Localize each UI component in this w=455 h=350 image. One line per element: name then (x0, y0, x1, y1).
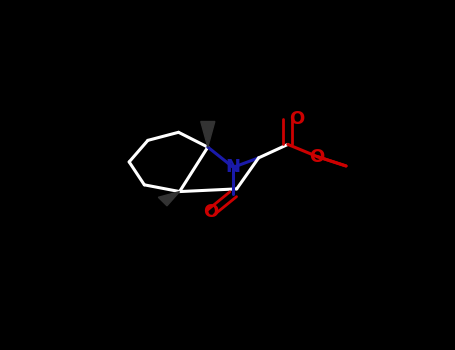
Polygon shape (201, 121, 215, 147)
Text: O: O (203, 203, 218, 221)
Text: O: O (289, 110, 304, 128)
Text: O: O (309, 148, 325, 166)
Text: N: N (226, 158, 241, 176)
Polygon shape (158, 191, 180, 206)
